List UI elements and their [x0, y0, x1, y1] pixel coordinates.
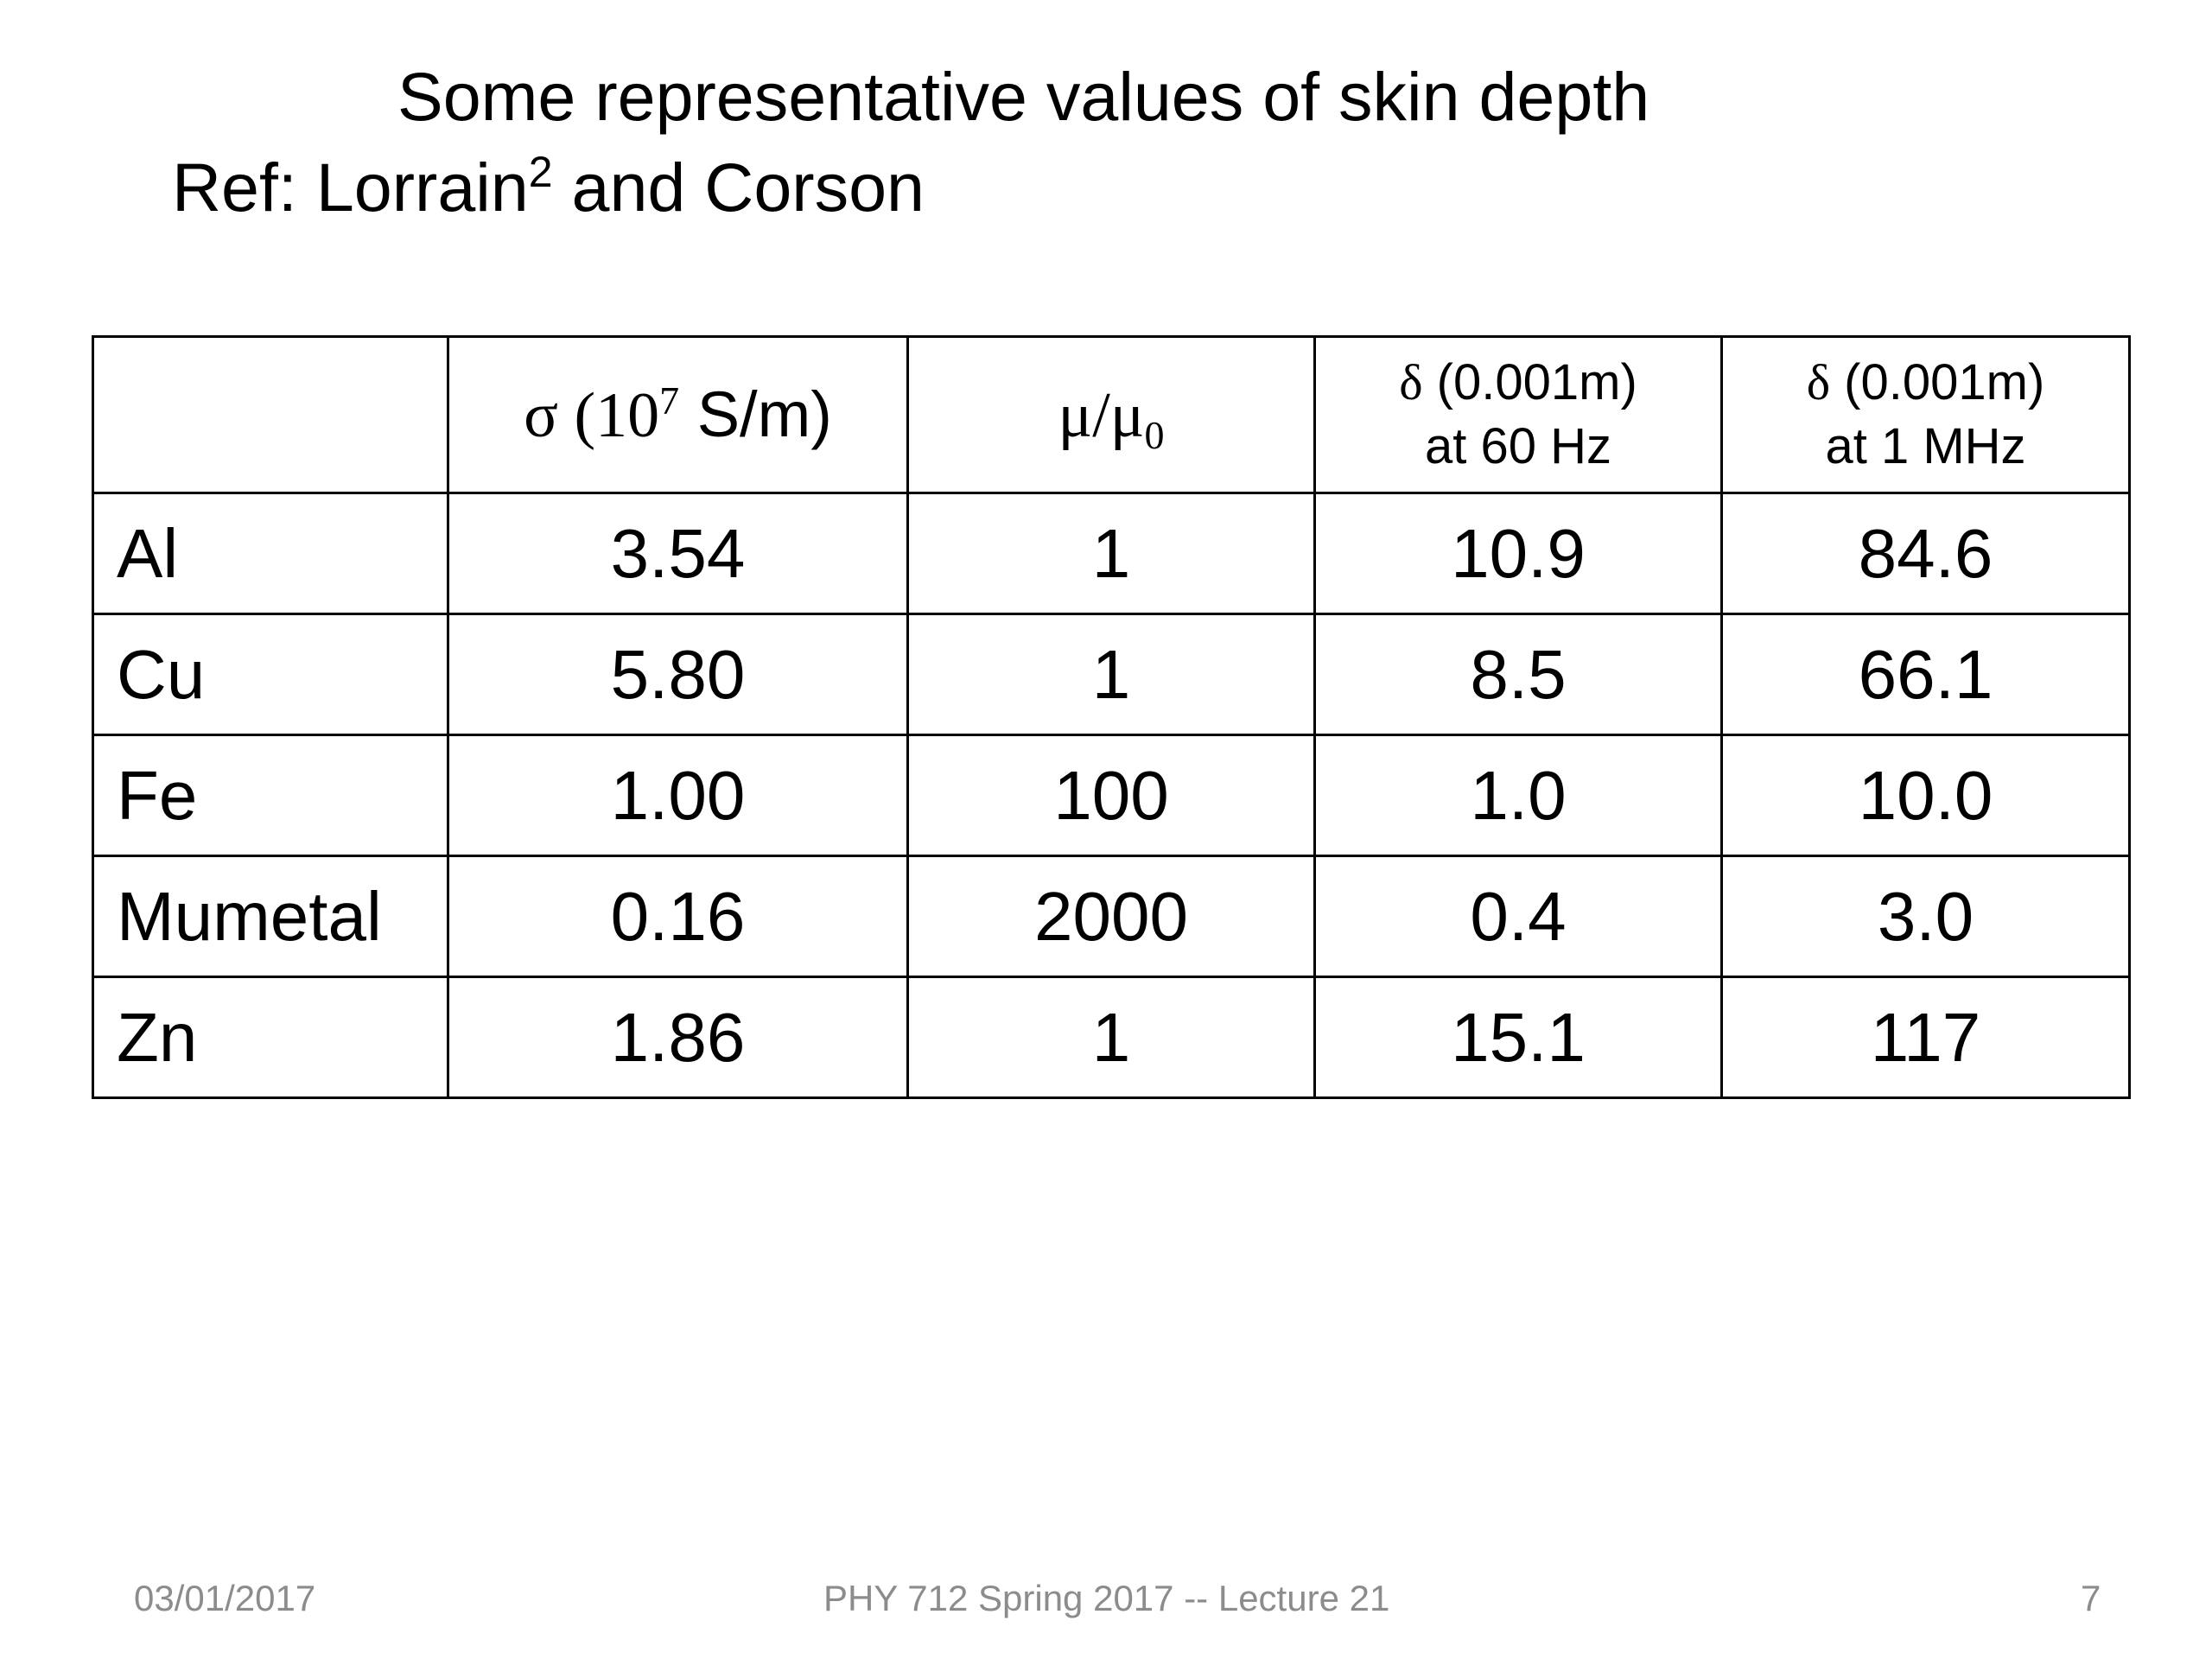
skin-depth-1mhz-cell: 10.0 [1720, 734, 2131, 857]
permeability-cell: 1 [906, 613, 1316, 736]
permeability-subscript: 0 [1144, 412, 1165, 457]
skin-depth-60hz-cell: 8.5 [1313, 613, 1723, 736]
permeability-cell: 2000 [906, 855, 1316, 978]
conductivity-cell: 1.00 [447, 734, 909, 857]
header-permeability: μ/μ0 [906, 335, 1316, 494]
permeability-symbol: μ/μ [1058, 379, 1145, 451]
material-cell: Cu [92, 613, 449, 736]
skin-depth-unit: (0.001m) [1830, 354, 2045, 410]
skin-depth-60hz-cell: 15.1 [1313, 976, 1723, 1099]
reference-suffix: and Corson [552, 149, 925, 226]
table-header-row: σ (107 S/m) μ/μ0 δ (0.001m) at 60 Hz δ (… [92, 335, 2131, 494]
table-row: Al 3.54 1 10.9 84.6 [92, 492, 2131, 615]
footer-course: PHY 712 Spring 2017 -- Lecture 21 [823, 1578, 1390, 1618]
material-cell: Fe [92, 734, 449, 857]
delta-symbol: δ [1806, 354, 1831, 410]
header-skin-depth-1mhz: δ (0.001m) at 1 MHz [1720, 335, 2131, 494]
slide-reference: Ref: Lorrain2 and Corson [172, 144, 925, 231]
skin-depth-unit: (0.001m) [1422, 354, 1637, 410]
material-cell: Zn [92, 976, 449, 1099]
skin-depth-1mhz-cell: 66.1 [1720, 613, 2131, 736]
footer-date: 03/01/2017 [134, 1578, 316, 1618]
conductivity-exponent: 7 [659, 378, 680, 423]
skin-depth-60hz-cell: 1.0 [1313, 734, 1723, 857]
skin-depth-60hz-cell: 0.4 [1313, 855, 1723, 978]
table-row: Cu 5.80 1 8.5 66.1 [92, 613, 2131, 736]
conductivity-cell: 5.80 [447, 613, 909, 736]
frequency-label: at 60 Hz [1425, 418, 1611, 474]
skin-depth-60hz-cell: 10.9 [1313, 492, 1723, 615]
header-conductivity: σ (107 S/m) [447, 335, 909, 494]
skin-depth-1mhz-cell: 3.0 [1720, 855, 2131, 978]
slide-title: Some representative values of skin depth [397, 58, 1650, 135]
permeability-cell: 1 [906, 492, 1316, 615]
conductivity-cell: 1.86 [447, 976, 909, 1099]
permeability-cell: 100 [906, 734, 1316, 857]
reference-superscript: 2 [528, 148, 553, 196]
table-row: Mumetal 0.16 2000 0.4 3.0 [92, 855, 2131, 978]
reference-prefix: Ref: Lorrain [172, 149, 529, 226]
permeability-cell: 1 [906, 976, 1316, 1099]
material-cell: Mumetal [92, 855, 449, 978]
delta-symbol: δ [1399, 354, 1423, 410]
header-skin-depth-60hz: δ (0.001m) at 60 Hz [1313, 335, 1723, 494]
frequency-label: at 1 MHz [1825, 418, 2026, 474]
skin-depth-table: σ (107 S/m) μ/μ0 δ (0.001m) at 60 Hz δ (… [92, 335, 2131, 1099]
header-empty-cell [92, 335, 449, 494]
conductivity-unit: S/m) [679, 378, 832, 450]
table-row: Zn 1.86 1 15.1 117 [92, 976, 2131, 1099]
conductivity-symbol: σ (10 [524, 379, 660, 451]
conductivity-cell: 3.54 [447, 492, 909, 615]
footer-page-number: 7 [2081, 1578, 2101, 1618]
skin-depth-1mhz-cell: 84.6 [1720, 492, 2131, 615]
skin-depth-1mhz-cell: 117 [1720, 976, 2131, 1099]
material-cell: Al [92, 492, 449, 615]
conductivity-cell: 0.16 [447, 855, 909, 978]
table-row: Fe 1.00 100 1.0 10.0 [92, 734, 2131, 857]
